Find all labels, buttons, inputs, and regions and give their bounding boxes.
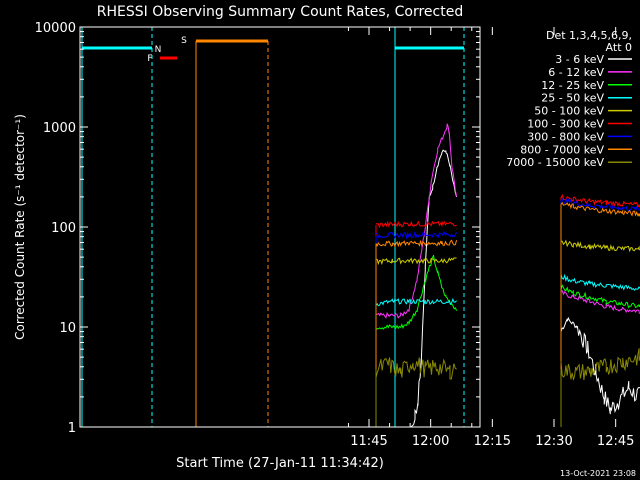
annotation-label-s: S [181,36,187,46]
legend-entry-label: 800 - 7000 keV [520,143,604,156]
legend-entry-label: 25 - 50 keV [541,92,604,105]
observing-intervals: NF S [81,27,465,427]
series-line [560,201,640,217]
series-line [375,254,458,330]
series-line [375,230,458,240]
series-line [560,193,640,208]
y-tick-label: 1 [68,421,76,436]
y-tick-label: 10000 [35,21,76,36]
series-line [560,197,640,213]
legend-entry-label: 300 - 800 keV [527,130,604,143]
legend-entry-label: 12 - 25 keV [541,79,604,92]
y-axis-label: Corrected Count Rate (s⁻¹ detector⁻¹) [13,114,27,340]
generation-timestamp: 13-Oct-2021 23:08 [560,469,636,478]
y-tick-label: 1000 [43,121,76,136]
series-line [375,123,458,319]
x-tick-label: 12:15 [474,434,511,449]
legend-header-line-2: Att 0 [606,41,632,54]
series-lines [375,123,640,428]
series-7000to15000keV-keV [375,348,640,427]
axis-ticks: 1 10 100 1000 10000 11:45 12:00 12:15 12:30 12:45… [35,21,635,449]
legend-entry-label: 7000 - 15000 keV [506,156,604,169]
chart-title: RHESSI Observing Summary Count Rates, Co… [97,4,463,20]
legend-header-line-1: Det 1,3,4,5,6,9, [546,29,632,42]
x-tick-label: 11:45 [350,434,387,449]
series-line [560,284,640,309]
series-line [375,239,458,248]
legend-entry-label: 50 - 100 keV [534,105,604,118]
series-line [560,273,640,291]
legend-entry-label: 3 - 6 keV [555,53,604,66]
legend-entry-label: 100 - 300 keV [527,118,604,131]
x-tick-label: 12:00 [412,434,449,449]
legend-entry-label: 6 - 12 keV [548,66,604,79]
series-line [560,348,640,381]
x-tick-label: 12:45 [597,434,634,449]
y-tick-label: 100 [51,221,76,236]
series-line [560,290,640,314]
series-line [375,297,457,307]
x-axis-label: Start Time (27-Jan-11 11:34:42) [176,456,384,471]
series-line [560,316,640,415]
annotation-label-n: N [155,45,162,55]
x-tick-label: 12:30 [535,434,572,449]
y-tick-label: 10 [59,321,76,336]
series-line [410,149,458,428]
series-line [375,220,457,229]
annotation-label-f: F [147,54,152,64]
series-line [375,357,457,380]
series-line [560,239,640,253]
series-line [375,257,457,266]
